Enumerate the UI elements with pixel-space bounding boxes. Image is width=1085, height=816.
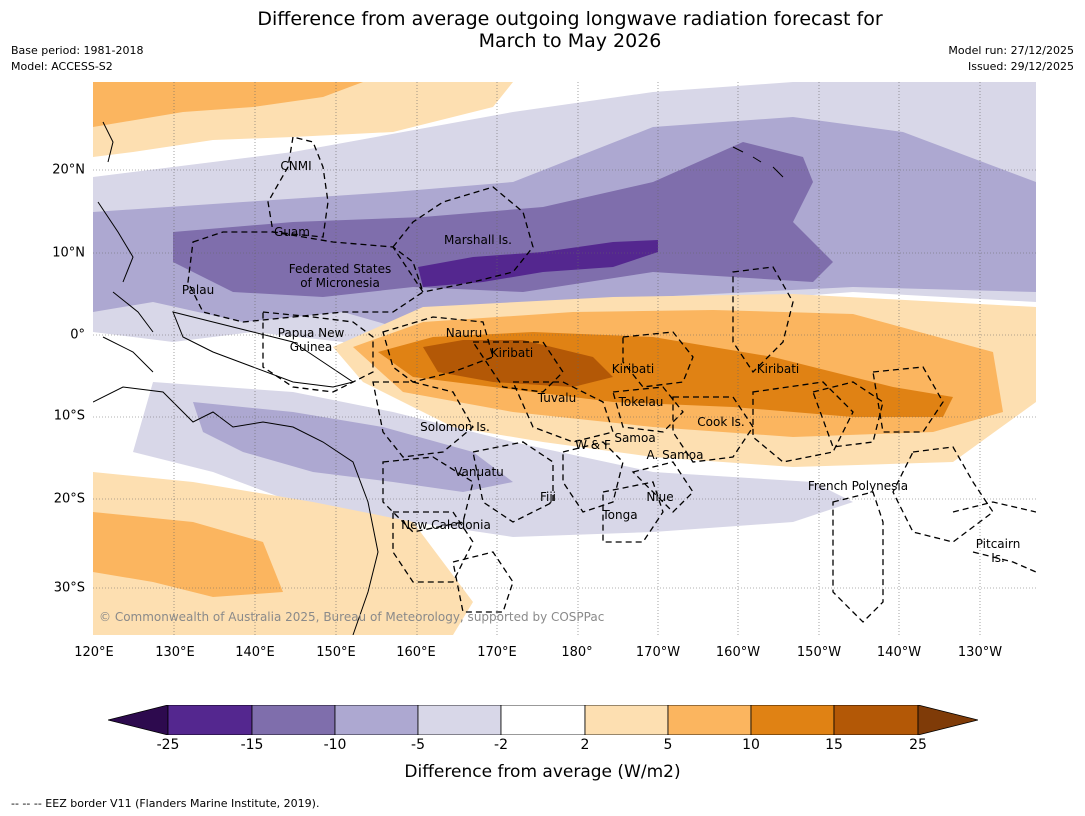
colorbar-high-extension <box>917 705 978 735</box>
lat-label-10s: 10°S <box>53 408 85 424</box>
model-run: Model run: 27/12/2025 <box>948 44 1074 57</box>
lon-label-170w: 170°W <box>635 645 681 660</box>
label-vanuatu: Vanuatu <box>454 465 504 479</box>
base-period: Base period: 1981-2018 <box>11 44 144 57</box>
colorbar-bin-9 <box>833 705 919 735</box>
label-png-line-2: Guinea <box>289 340 333 354</box>
title-line-2: March to May 2026 <box>478 30 662 52</box>
label-wallis-futuna: W & F <box>575 438 611 452</box>
lon-label-130e: 130°E <box>155 645 195 660</box>
philippines-coastline <box>97 121 154 373</box>
colorbar-bin-4 <box>417 705 502 735</box>
label-solomon-islands: Solomon Is. <box>420 420 490 434</box>
anomaly-band-eq-brown <box>423 340 613 387</box>
colorbar-bin-1 <box>167 705 253 735</box>
lon-label-150w: 150°W <box>796 645 842 660</box>
colorbar-bin-3 <box>334 705 419 735</box>
lon-label-140e: 140°E <box>235 645 275 660</box>
label-tokelau: Tokelau <box>618 395 664 409</box>
label-kiribati-west: Kiribati <box>490 346 534 360</box>
colorbar-tick-2: -15 <box>240 737 264 753</box>
anomaly-band-sw-light-orange <box>93 472 473 635</box>
label-cnmi: CNMI <box>280 159 312 173</box>
label-kiribati-east: Kiribati <box>756 362 800 376</box>
eez-footnote: -- -- -- EEZ border V11 (Flanders Marine… <box>11 797 320 810</box>
label-fiji: Fiji <box>539 490 557 504</box>
label-micronesia-line-1: Federated States <box>288 262 392 276</box>
lat-label-0: 0° <box>70 327 85 343</box>
anomaly-band-sw-orange <box>93 512 283 597</box>
anomaly-band-s-medium-purple <box>193 402 513 492</box>
colorbar-bin-2 <box>251 705 336 735</box>
lon-label-120e: 120°E <box>74 645 114 660</box>
graticule <box>93 82 1036 635</box>
chart-title: Difference from average outgoing longwav… <box>0 8 1085 52</box>
copyright-notice: © Commonwealth of Australia 2025, Bureau… <box>99 610 605 624</box>
lat-label-20n: 20°N <box>52 162 85 178</box>
map-canvas <box>93 82 1036 635</box>
anomaly-band-n-orange <box>93 82 363 127</box>
title-line-1: Difference from average outgoing longwav… <box>257 8 883 30</box>
label-pitcairn-line-1: Pitcairn <box>975 537 1021 551</box>
label-niue: Niue <box>646 490 674 504</box>
colorbar-tick-5: -2 <box>494 737 508 753</box>
colorbar-tick-9: 15 <box>825 737 843 753</box>
label-tuvalu: Tuvalu <box>537 391 577 405</box>
label-french-polynesia: French Polynesia <box>807 479 909 493</box>
label-tonga: Tonga <box>602 508 638 522</box>
colorbar-tick-7: 5 <box>663 737 673 753</box>
colorbar-tick-6: 2 <box>580 737 590 753</box>
label-papua-new-guinea: Papua New Guinea <box>278 326 345 354</box>
label-american-samoa: A. Samoa <box>646 448 704 462</box>
label-micronesia: Federated States of Micronesia <box>289 262 391 290</box>
colorbar-bin-8 <box>750 705 835 735</box>
colorbar-tick-10: 25 <box>909 737 927 753</box>
lon-label-170e: 170°E <box>477 645 517 660</box>
label-kiribati-central: Kiribati <box>611 362 655 376</box>
anomaly-band-deep-purple <box>418 240 658 287</box>
lat-label-30s: 30°S <box>53 580 85 596</box>
colorbar-tick-3: -10 <box>323 737 347 753</box>
new-guinea-coastline <box>172 311 355 388</box>
colorbar-bin-7 <box>667 705 752 735</box>
colorbar-tick-8: 10 <box>742 737 760 753</box>
label-samoa: Samoa <box>614 431 656 445</box>
label-pitcairn-line-2: Is. <box>991 551 1005 565</box>
anomaly-band-dark-purple <box>173 142 833 297</box>
meta-left: Base period: 1981-2018 Model: ACCESS-S2 <box>11 43 143 75</box>
anomaly-map <box>93 82 1036 635</box>
colorbar-label: Difference from average (W/m2) <box>404 762 681 782</box>
lon-label-160e: 160°E <box>396 645 436 660</box>
lon-label-150e: 150°E <box>316 645 356 660</box>
colorbar-tick-4: -5 <box>411 737 425 753</box>
colorbar-low-extension <box>108 705 169 735</box>
label-cook-islands: Cook Is. <box>697 415 745 429</box>
meta-right: Model run: 27/12/2025 Issued: 29/12/2025 <box>948 43 1074 75</box>
model-name: Model: ACCESS-S2 <box>11 60 113 73</box>
australia-coastline <box>93 386 379 635</box>
label-palau: Palau <box>181 283 215 297</box>
lon-label-130w: 130°W <box>957 645 1003 660</box>
label-png-line-1: Papua New <box>277 326 345 340</box>
colorbar <box>108 705 978 735</box>
label-nauru: Nauru <box>445 326 483 340</box>
label-guam: Guam <box>274 225 310 239</box>
label-micronesia-line-2: of Micronesia <box>300 276 380 290</box>
label-new-caledonia: New Caledonia <box>401 518 491 532</box>
lon-label-180: 180° <box>561 645 593 660</box>
lat-label-10n: 10°N <box>52 245 85 261</box>
issued-date: Issued: 29/12/2025 <box>967 60 1074 73</box>
colorbar-bin-6 <box>584 705 669 735</box>
lon-label-140w: 140°W <box>876 645 922 660</box>
label-pitcairn: Pitcairn Is. <box>976 537 1021 565</box>
eez-borders <box>187 136 1036 623</box>
label-marshall-islands: Marshall Is. <box>444 233 512 247</box>
colorbar-tick-1: -25 <box>156 737 180 753</box>
hawaii-islands <box>732 146 784 178</box>
lat-label-20s: 20°S <box>53 491 85 507</box>
lon-label-160w: 160°W <box>715 645 761 660</box>
colorbar-bin-5 <box>500 705 586 735</box>
